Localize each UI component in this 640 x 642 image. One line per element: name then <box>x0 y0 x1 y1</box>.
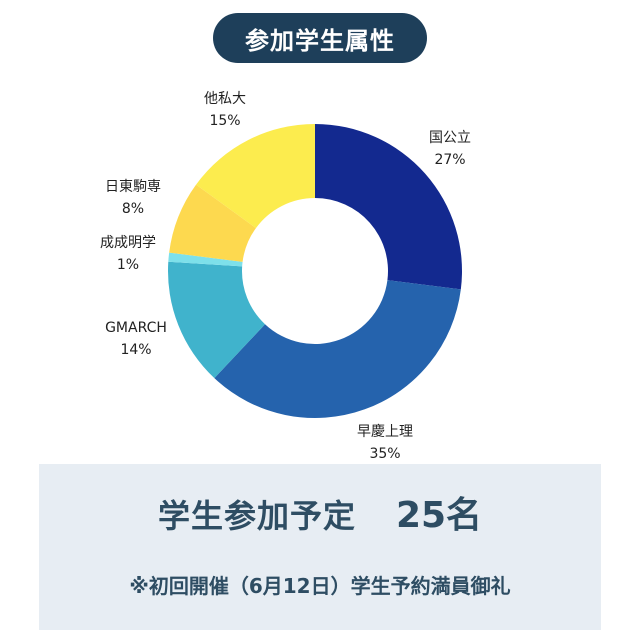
slice-4 <box>168 252 243 267</box>
slice-6 <box>196 124 315 229</box>
planned-label: 学生参加予定 <box>157 497 356 535</box>
reservation-note: ※初回開催（6月12日）学生予約満員御礼 <box>129 574 511 598</box>
slice-label-name: 早慶上理 <box>357 424 413 440</box>
slice-label-percent: 8% <box>122 201 144 217</box>
slice-label-name: 日東駒専 <box>105 179 161 195</box>
donut-labels: 国公立 27% 早慶上理 35% GMARCH 14% 成成明学 1% 日東駒専 8% 他私大 15% <box>100 91 471 462</box>
slice-label-name: 国公立 <box>429 130 471 146</box>
slice-label-name: 他私大 <box>204 91 246 107</box>
planned-count: 25名 <box>395 495 483 536</box>
info-panel: 学生参加予定 25名 ※初回開催（6月12日）学生予約満員御礼 <box>39 464 601 630</box>
slice-label-percent: 14% <box>120 342 151 358</box>
slice-label-name: 成成明学 <box>100 235 156 251</box>
slice-1 <box>315 124 462 290</box>
donut-slices <box>168 124 462 418</box>
slice-label-percent: 1% <box>117 257 139 273</box>
title-badge: 参加学生属性 <box>213 13 427 63</box>
slice-label-name: GMARCH <box>105 320 167 336</box>
chart-title: 参加学生属性 <box>245 26 395 55</box>
slice-label-percent: 15% <box>209 113 240 129</box>
donut-chart: 国公立 27% 早慶上理 35% GMARCH 14% 成成明学 1% 日東駒専 8% 他私大 15% <box>100 91 471 462</box>
slice-label-percent: 27% <box>434 152 465 168</box>
planned-line: 学生参加予定 25名 <box>39 486 601 538</box>
slice-3 <box>168 261 266 379</box>
slice-label-percent: 35% <box>369 446 400 462</box>
slice-5 <box>169 184 256 262</box>
slice-2 <box>214 280 461 418</box>
